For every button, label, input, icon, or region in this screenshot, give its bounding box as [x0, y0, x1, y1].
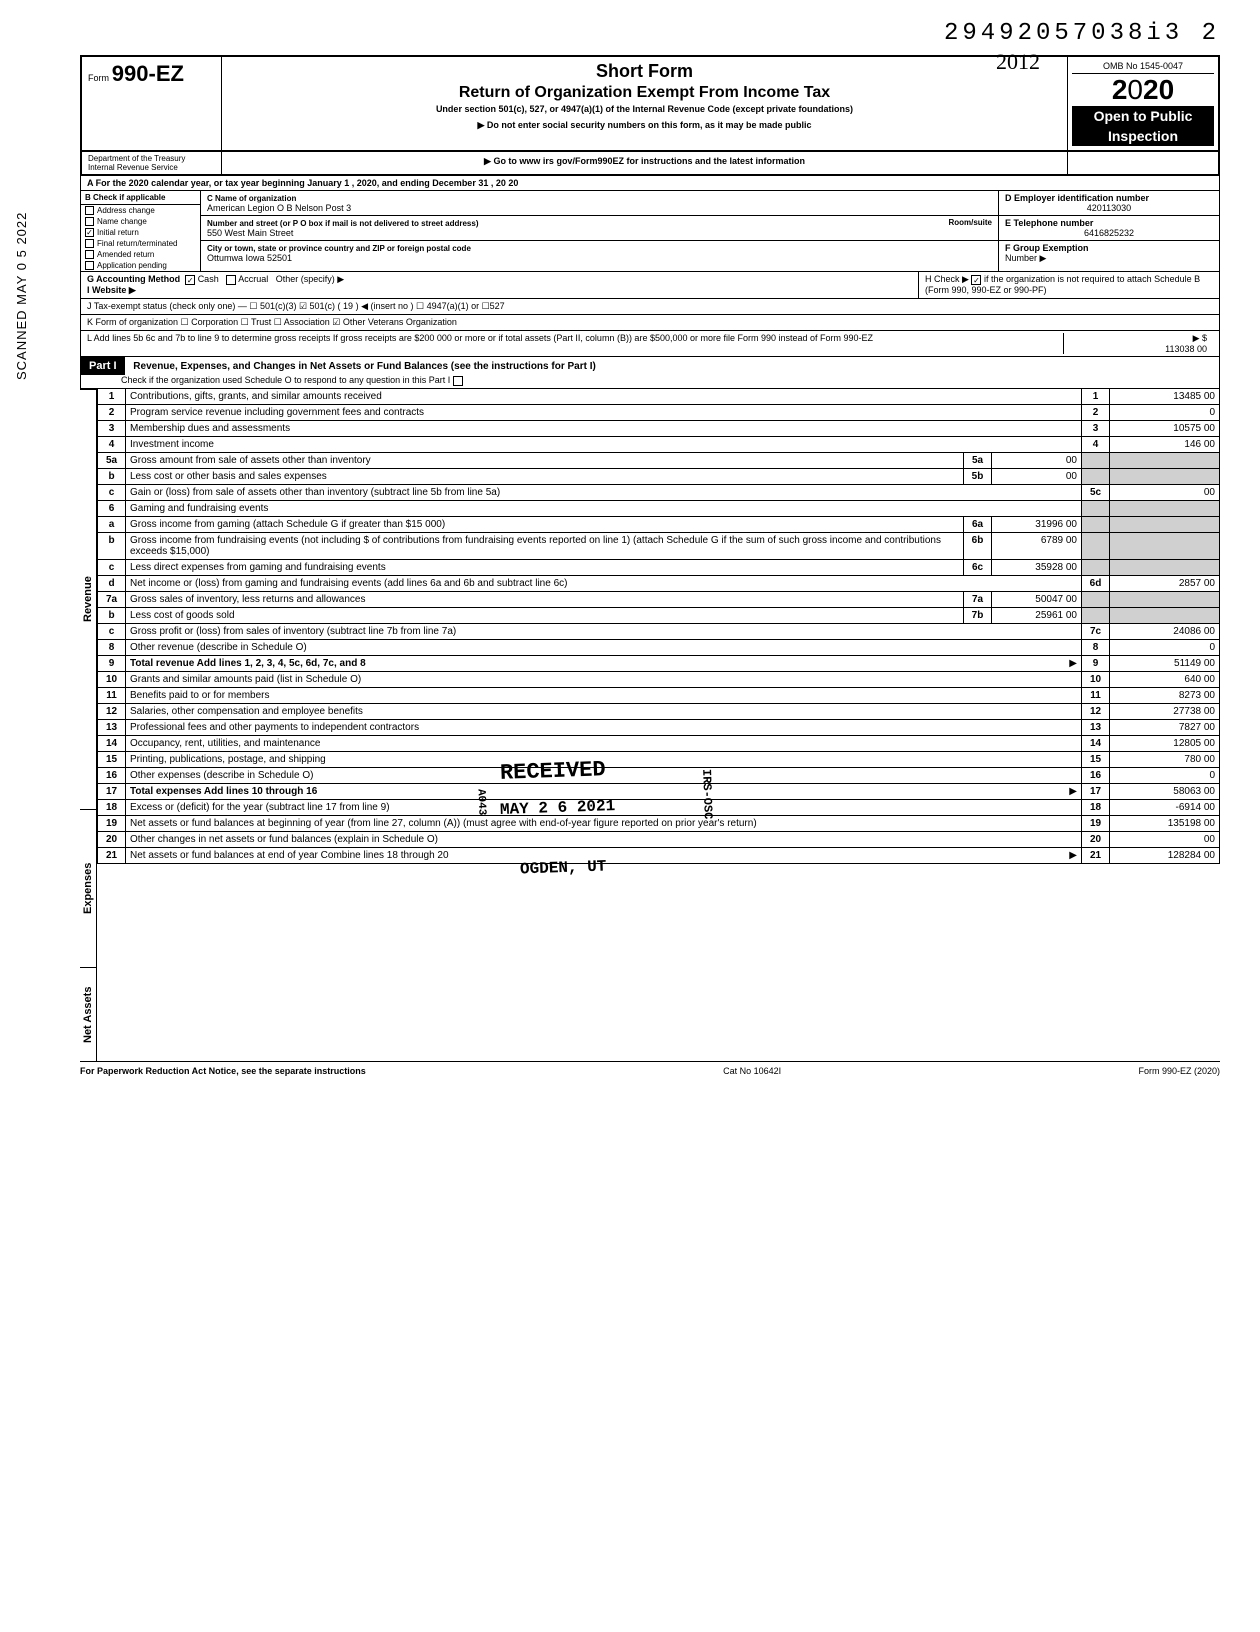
omb-number: OMB No 1545-0047	[1072, 61, 1214, 74]
short-form-label: Short Form	[230, 61, 1059, 82]
open-public-2: Inspection	[1072, 126, 1214, 146]
line14-amt: 12805 00	[1110, 735, 1220, 751]
check-name[interactable]	[85, 217, 94, 226]
line8-amt: 0	[1110, 639, 1220, 655]
row-a-tax-year: A For the 2020 calendar year, or tax yea…	[80, 176, 1220, 191]
dept-treasury: Department of the Treasury	[88, 154, 215, 163]
check-pending[interactable]	[85, 261, 94, 270]
dln-number: 29492057038i3 2	[180, 20, 1220, 47]
row-j-exempt-status: J Tax-exempt status (check only one) — ☐…	[80, 299, 1220, 315]
footer-mid: Cat No 10642I	[723, 1066, 781, 1076]
line5a-amt: 00	[992, 452, 1082, 468]
form-warn1: ▶ Do not enter social security numbers o…	[230, 120, 1059, 131]
f-label: F Group Exemption	[1005, 243, 1089, 253]
tax-year: 20202020	[1072, 74, 1214, 106]
open-public-1: Open to Public	[1072, 106, 1214, 126]
line7b-amt: 25961 00	[992, 607, 1082, 623]
row-l-amount: 113038 00	[1165, 344, 1207, 354]
line6c-amt: 35928 00	[992, 559, 1082, 575]
g-label: G Accounting Method	[87, 274, 180, 284]
scanned-stamp: SCANNED MAY 0 5 2022	[14, 212, 29, 380]
phone: 6416825232	[1005, 228, 1213, 238]
e-label: E Telephone number	[1005, 218, 1093, 228]
line7c-amt: 24086 00	[1110, 623, 1220, 639]
org-name: American Legion O B Nelson Post 3	[207, 203, 351, 213]
line21-amt: 128284 00	[1110, 847, 1220, 863]
page-footer: For Paperwork Reduction Act Notice, see …	[80, 1061, 1220, 1080]
line13-amt: 7827 00	[1110, 719, 1220, 735]
lines-table: 1Contributions, gifts, grants, and simil…	[97, 389, 1220, 864]
line16-amt: 0	[1110, 767, 1220, 783]
form-number: 990-EZ	[112, 61, 184, 86]
i-website-label: I Website ▶	[87, 285, 136, 295]
line10-amt: 640 00	[1110, 671, 1220, 687]
check-cash[interactable]: ✓	[185, 275, 195, 285]
section-expenses: Expenses	[80, 809, 97, 967]
c-label: C Name of organization	[207, 194, 296, 203]
line5c-amt: 00	[1110, 484, 1220, 500]
line12-amt: 27738 00	[1110, 703, 1220, 719]
check-address[interactable]	[85, 206, 94, 215]
line6a-amt: 31996 00	[992, 516, 1082, 532]
addr-label: Number and street (or P O box if mail is…	[207, 219, 478, 228]
line5b-amt: 00	[992, 468, 1082, 484]
line6d-amt: 2857 00	[1110, 575, 1220, 591]
h-label: H Check ▶	[925, 274, 969, 284]
check-initial[interactable]: ✓	[85, 228, 94, 237]
footer-left: For Paperwork Reduction Act Notice, see …	[80, 1066, 366, 1076]
part1-title: Revenue, Expenses, and Changes in Net As…	[127, 359, 602, 374]
line4-amt: 146 00	[1110, 436, 1220, 452]
row-l-text: L Add lines 5b 6c and 7b to line 9 to de…	[87, 333, 1063, 354]
street-address: 550 West Main Street	[207, 228, 293, 238]
line1-amt: 13485 00	[1110, 389, 1220, 405]
line7a-amt: 50047 00	[992, 591, 1082, 607]
row-k-form-org: K Form of organization ☐ Corporation ☐ T…	[80, 315, 1220, 331]
form-title: Return of Organization Exempt From Incom…	[230, 84, 1059, 102]
ein: 420113030	[1005, 203, 1213, 213]
footer-right: Form 990-EZ (2020)	[1138, 1066, 1220, 1076]
check-accrual[interactable]	[226, 275, 236, 285]
line20-amt: 00	[1110, 831, 1220, 847]
entity-block: B Check if applicable Address change Nam…	[80, 191, 1220, 272]
line6b-amt: 6789 00	[992, 532, 1082, 559]
line2-amt: 0	[1110, 404, 1220, 420]
line3-amt: 10575 00	[1110, 420, 1220, 436]
line19-amt: 135198 00	[1110, 815, 1220, 831]
check-h[interactable]: ✓	[971, 275, 981, 285]
city-state-zip: Ottumwa Iowa 52501	[207, 253, 292, 263]
goto-instructions: ▶ Go to www irs gov/Form990EZ for instru…	[222, 152, 1068, 174]
city-label: City or town, state or province country …	[207, 244, 471, 253]
form-prefix: Form	[88, 73, 109, 83]
form-subtitle: Under section 501(c), 527, or 4947(a)(1)…	[230, 104, 1059, 114]
part1-check[interactable]	[453, 376, 463, 386]
handwritten-year: 2012	[996, 49, 1040, 75]
line11-amt: 8273 00	[1110, 687, 1220, 703]
check-amended[interactable]	[85, 250, 94, 259]
room-label: Room/suite	[948, 218, 992, 227]
section-revenue: Revenue	[80, 389, 97, 809]
line15-amt: 780 00	[1110, 751, 1220, 767]
b-check-header: B Check if applicable	[81, 191, 200, 205]
line17-amt: 58063 00	[1110, 783, 1220, 799]
d-label: D Employer identification number	[1005, 193, 1149, 203]
line9-amt: 51149 00	[1110, 655, 1220, 671]
line18-amt: -6914 00	[1110, 799, 1220, 815]
form-header: Form 990-EZ Short Form Return of Organiz…	[80, 55, 1220, 152]
check-final[interactable]	[85, 239, 94, 248]
dept-irs: Internal Revenue Service	[88, 163, 215, 172]
section-netassets: Net Assets	[80, 967, 97, 1061]
f-label2: Number ▶	[1005, 253, 1046, 263]
part1-sub: Check if the organization used Schedule …	[121, 375, 450, 385]
part1-label: Part I	[81, 357, 125, 375]
